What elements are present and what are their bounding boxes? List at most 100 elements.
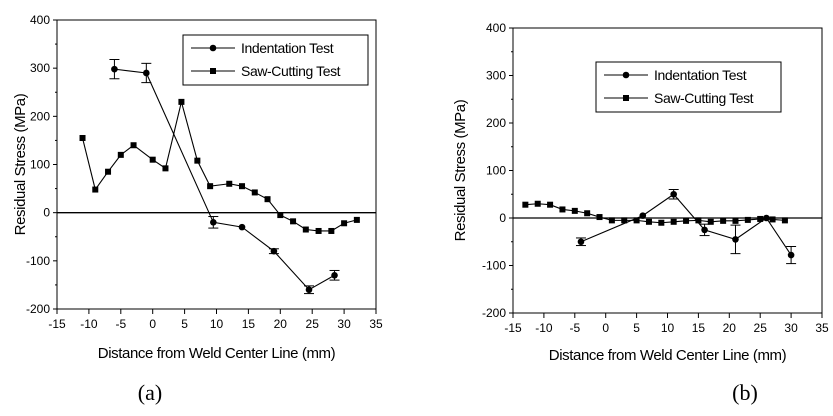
y-tick-label: -100: [482, 259, 506, 273]
x-tick-label: -5: [115, 317, 126, 331]
y-axis-label: Residual Stress (MPa): [12, 93, 29, 235]
data-point: [639, 212, 647, 219]
x-tick-label: 5: [181, 317, 188, 331]
y-tick-label: 0: [499, 211, 506, 225]
x-tick-label: -10: [80, 317, 98, 331]
x-tick-label: 0: [602, 321, 609, 335]
data-point: [251, 189, 258, 196]
data-point: [757, 215, 764, 222]
data-point: [763, 214, 770, 222]
data-point: [781, 217, 788, 224]
data-point: [720, 217, 727, 224]
data-point: [787, 251, 795, 259]
data-point: [194, 157, 201, 164]
chart-panel-0: -200 -100 0 100 200 300 400 -15 -10 -5 0 5 10 15 20 25 3…: [12, 13, 383, 405]
data-point: [670, 218, 677, 225]
y-tick-label: 100: [30, 158, 50, 172]
data-point: [277, 212, 284, 219]
y-tick-label: 300: [30, 61, 50, 75]
y-tick-label: 400: [30, 13, 50, 27]
series-line: [114, 68, 335, 291]
x-tick-label: 15: [692, 321, 706, 335]
data-point: [162, 165, 169, 172]
legend-label: Saw-Cutting Test: [654, 90, 754, 106]
data-point: [658, 219, 665, 226]
x-tick-label: 0: [149, 317, 156, 331]
data-point: [79, 135, 86, 142]
data-point: [207, 183, 214, 190]
data-point: [577, 238, 585, 246]
x-tick-label: 5: [633, 321, 640, 335]
data-point: [559, 206, 566, 213]
data-point: [732, 236, 739, 243]
data-point: [534, 200, 541, 207]
series-saw-cutting-test: [522, 200, 788, 226]
data-point: [732, 217, 739, 224]
x-tick-label: 25: [754, 321, 768, 335]
data-point: [238, 223, 246, 231]
data-point: [353, 216, 360, 223]
y-tick-label: -200: [26, 302, 50, 316]
data-point: [226, 180, 233, 187]
data-point: [117, 151, 124, 158]
x-axis-label: Distance from Weld Center Line (mm): [98, 345, 336, 362]
data-point: [130, 142, 137, 149]
y-tick-label: 0: [43, 206, 50, 220]
x-tick-label: 20: [723, 321, 737, 335]
legend-marker: [209, 44, 217, 52]
legend-marker: [623, 95, 629, 101]
x-tick-label: 10: [661, 321, 675, 335]
legend-label: Indentation Test: [654, 67, 747, 83]
data-point: [670, 190, 677, 198]
data-point: [645, 218, 652, 225]
x-tick-label: 20: [274, 317, 288, 331]
y-tick-label: -100: [26, 254, 50, 268]
series-saw-cutting-test: [79, 98, 360, 234]
legend-box: [182, 34, 369, 86]
x-tick-label: -5: [569, 321, 580, 335]
x-tick-label: 25: [306, 317, 320, 331]
data-point: [328, 227, 335, 234]
data-point: [522, 201, 529, 208]
data-point: [547, 201, 554, 208]
data-point: [571, 207, 578, 214]
x-tick-label: 30: [784, 321, 798, 335]
data-point: [341, 220, 348, 227]
y-tick-label: 200: [486, 116, 506, 130]
chart-panel-1: -200 -100 0 100 200 300 400 -15 -10 -5 0 5 10 15 20 25 3…: [452, 21, 829, 405]
x-tick-label: -10: [535, 321, 553, 335]
data-point: [744, 216, 751, 223]
x-tick-label: 15: [242, 317, 256, 331]
data-point: [290, 218, 297, 225]
legend-box: [595, 61, 782, 113]
data-point: [111, 65, 118, 73]
data-point: [683, 217, 690, 224]
series-line: [525, 203, 785, 224]
y-tick-label: 300: [486, 69, 506, 83]
data-point: [707, 218, 714, 225]
x-tick-label: 35: [369, 317, 383, 331]
data-point: [331, 271, 338, 279]
x-tick-label: 30: [337, 317, 351, 331]
data-point: [695, 217, 702, 224]
y-tick-label: 100: [486, 164, 506, 178]
data-point: [210, 219, 217, 226]
data-point: [143, 69, 150, 77]
x-tick-label: -15: [504, 321, 522, 335]
data-point: [633, 217, 640, 224]
data-point: [621, 217, 628, 224]
y-tick-label: 200: [30, 109, 50, 123]
x-tick-label: -15: [48, 317, 66, 331]
data-point: [92, 186, 99, 193]
data-point: [264, 196, 271, 203]
legend: Indentation Test Saw-Cutting Test: [182, 34, 369, 86]
data-point: [149, 156, 156, 163]
data-point: [305, 286, 313, 294]
data-point: [584, 210, 591, 217]
data-point: [701, 226, 708, 234]
series-line: [81, 101, 358, 232]
legend: Indentation Test Saw-Cutting Test: [595, 61, 782, 113]
panel-caption: (a): [138, 380, 162, 405]
legend-marker: [622, 71, 630, 79]
